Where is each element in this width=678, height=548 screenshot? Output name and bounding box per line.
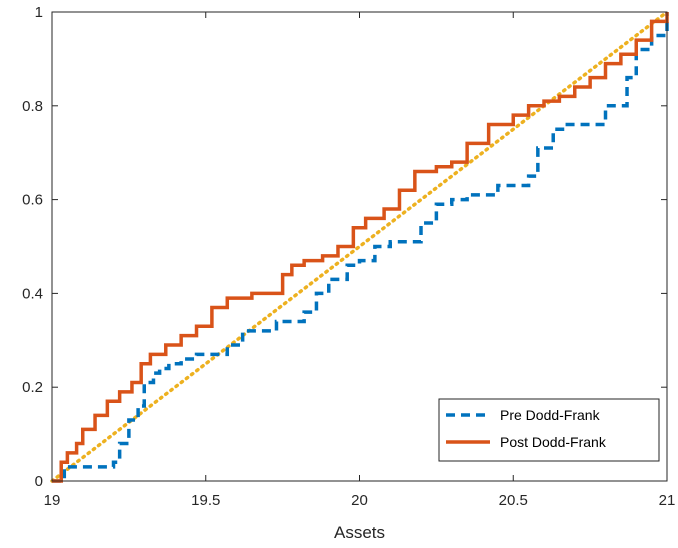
x-tick-label: 21 (659, 492, 676, 509)
y-tick-label: 1 (35, 4, 43, 21)
series-line-pre-dodd-frank (52, 12, 669, 483)
y-tick-label: 0.6 (22, 192, 43, 209)
y-tick-label: 0.4 (22, 285, 43, 302)
ticks-layer: 19 19.5 20 20.5 21 0 0.2 0.4 0.6 0.8 1 (22, 4, 675, 509)
y-tick-label: 0 (35, 473, 43, 490)
legend-label-post-dodd-frank: Post Dodd-Frank (500, 434, 607, 450)
legend: Pre Dodd-Frank Post Dodd-Frank (438, 398, 660, 462)
legend-label-pre-dodd-frank: Pre Dodd-Frank (500, 407, 601, 423)
legend-box (438, 398, 660, 462)
y-tick-label: 0.2 (22, 379, 43, 396)
y-tick-label: 0.8 (22, 98, 43, 115)
series-layer (50, 10, 669, 483)
series-line-reference-diagonal (50, 10, 669, 483)
series-line-post-dodd-frank (52, 12, 669, 483)
x-axis-title: Assets (334, 523, 385, 542)
x-tick-label: 19.5 (191, 492, 220, 509)
x-tick-label: 19 (44, 492, 61, 509)
x-tick-label: 20 (351, 492, 368, 509)
x-tick-label: 20.5 (499, 492, 528, 509)
